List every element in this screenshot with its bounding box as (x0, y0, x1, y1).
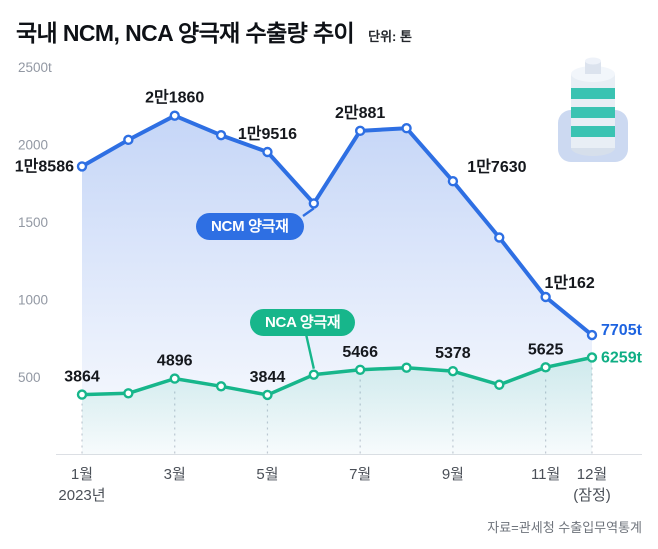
nca-badge-pointer (304, 333, 315, 369)
x-tick-sublabel: (잠정) (573, 487, 611, 504)
unit-label: 단위: 톤 (368, 29, 412, 44)
data-point (540, 291, 551, 303)
source-credit: 자료=관세청 수출입무역통계 (487, 520, 642, 535)
series-line (80, 113, 594, 338)
data-label: 5625 (528, 341, 564, 358)
data-point (215, 129, 227, 141)
data-label: 5378 (435, 345, 471, 362)
x-tick-label: 7월 (349, 466, 371, 483)
data-point (76, 161, 88, 172)
y-tick-label: 1000 (18, 293, 48, 308)
page-title: 국내 NCM, NCA 양극재 수출량 추이 (16, 20, 355, 46)
y-tick-label: 1500 (18, 215, 48, 230)
data-point (354, 364, 366, 375)
data-point (262, 146, 273, 158)
data-label: 1만7630 (467, 158, 526, 176)
data-label: 1만9516 (238, 125, 297, 143)
series-line (80, 355, 594, 397)
y-tick-label: 2000 (18, 138, 48, 153)
data-point (308, 369, 320, 380)
data-point (354, 125, 366, 137)
data-point (76, 389, 88, 400)
data-label: 3864 (64, 369, 100, 386)
x-tick-label: 3월 (164, 466, 186, 483)
data-label: 1만162 (544, 274, 594, 292)
data-label: 2만1860 (145, 89, 204, 107)
x-tick-label: 11월 (531, 466, 560, 483)
data-point (215, 381, 227, 392)
x-tick-label: 9월 (442, 466, 464, 483)
header: 국내 NCM, NCA 양극재 수출량 추이 단위: 톤 (16, 14, 412, 48)
data-point (401, 123, 412, 134)
data-label: 6259t (601, 349, 643, 366)
data-point (494, 232, 505, 243)
data-label: 3844 (250, 369, 286, 386)
data-point (123, 388, 134, 399)
data-point (169, 110, 180, 121)
data-label: 1만8586 (15, 157, 74, 175)
data-point (123, 134, 134, 146)
ncm-series-badge: NCM 양극재 (196, 213, 304, 240)
series-area (82, 115, 592, 455)
data-point (447, 176, 459, 187)
x-tick-label: 12월 (577, 466, 608, 483)
data-point (586, 329, 598, 341)
x-tick-label: 5월 (256, 466, 278, 483)
battery-illustration (558, 57, 628, 162)
data-point (586, 352, 598, 363)
data-point (308, 198, 320, 209)
data-point (262, 389, 273, 401)
data-point (401, 362, 412, 373)
y-tick-label: 2500t (18, 60, 52, 75)
y-tick-label: 500 (18, 370, 41, 385)
data-label: 7705t (601, 322, 643, 339)
ncm-badge-pointer (302, 207, 315, 217)
data-label: 4896 (157, 353, 193, 370)
data-point (494, 379, 505, 390)
data-label: 5466 (342, 344, 378, 361)
data-point (447, 365, 459, 377)
x-tick-label: 1월 (71, 466, 93, 483)
x-tick-sublabel: 2023년 (58, 487, 105, 504)
nca-series-badge: NCA 양극재 (250, 309, 356, 336)
data-label: 2만881 (335, 104, 385, 122)
series-area (82, 357, 592, 455)
data-point (169, 373, 180, 384)
data-point (540, 362, 551, 373)
battery-icon (546, 48, 640, 175)
